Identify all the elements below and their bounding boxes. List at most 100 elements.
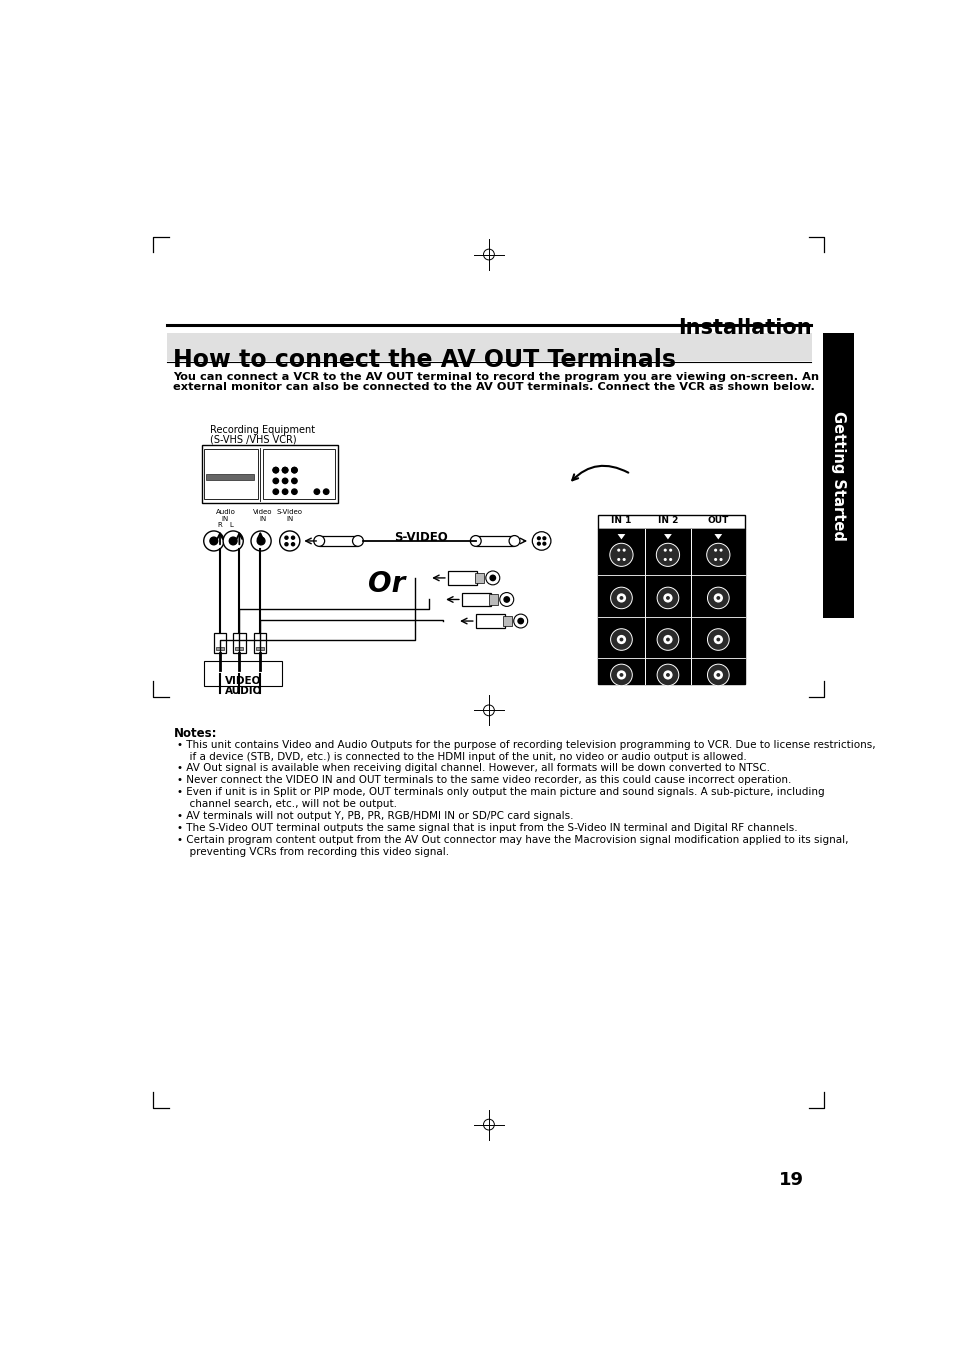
FancyBboxPatch shape <box>447 571 476 585</box>
Text: S-VIDEO: S-VIDEO <box>564 550 596 559</box>
Circle shape <box>618 638 622 642</box>
Circle shape <box>513 615 527 628</box>
FancyBboxPatch shape <box>475 573 484 584</box>
Circle shape <box>282 467 288 473</box>
Text: IN: IN <box>221 516 229 521</box>
Text: • Even if unit is in Split or PIP mode, OUT terminals only output the main pictu: • Even if unit is in Split or PIP mode, … <box>177 788 824 797</box>
Circle shape <box>707 588 728 609</box>
Circle shape <box>251 531 271 551</box>
Circle shape <box>713 593 722 603</box>
Text: • This unit contains Video and Audio Outputs for the purpose of recording televi: • This unit contains Video and Audio Out… <box>177 739 875 750</box>
Text: • Certain program content output from the AV Out connector may have the Macrovis: • Certain program content output from th… <box>177 835 848 846</box>
FancyBboxPatch shape <box>476 615 505 628</box>
Circle shape <box>618 673 622 677</box>
Text: if a device (STB, DVD, etc.) is connected to the HDMI input of the unit, no vide: if a device (STB, DVD, etc.) is connecte… <box>183 751 746 762</box>
Text: • AV terminals will not output Y, PB, PR, RGB/HDMI IN or SD/PC card signals.: • AV terminals will not output Y, PB, PR… <box>177 811 574 821</box>
Circle shape <box>610 628 632 650</box>
Circle shape <box>610 665 632 686</box>
Circle shape <box>257 538 265 544</box>
Text: Installation: Installation <box>677 317 810 338</box>
Circle shape <box>707 665 728 686</box>
Circle shape <box>282 467 288 473</box>
Circle shape <box>323 489 329 494</box>
Circle shape <box>665 673 669 677</box>
Text: Audio: Audio <box>215 509 235 515</box>
Circle shape <box>706 543 729 566</box>
Circle shape <box>470 535 480 546</box>
Circle shape <box>314 489 319 494</box>
Circle shape <box>282 478 288 484</box>
Text: You can connect a VCR to the AV OUT terminal to record the program you are viewi: You can connect a VCR to the AV OUT term… <box>173 372 819 381</box>
FancyBboxPatch shape <box>461 593 491 607</box>
Circle shape <box>713 670 722 680</box>
Circle shape <box>499 593 513 607</box>
Text: IN: IN <box>258 516 266 521</box>
Polygon shape <box>663 534 671 539</box>
Text: Notes:: Notes: <box>173 727 216 740</box>
Circle shape <box>622 549 625 551</box>
Text: Or: Or <box>368 570 405 598</box>
Circle shape <box>663 549 666 551</box>
Circle shape <box>229 538 236 544</box>
Text: (S-VHS /VHS VCR): (S-VHS /VHS VCR) <box>210 435 296 444</box>
Text: 19: 19 <box>778 1171 802 1189</box>
Circle shape <box>273 478 278 484</box>
Circle shape <box>537 542 539 544</box>
Circle shape <box>537 536 539 539</box>
Text: • Never connect the VIDEO IN and OUT terminals to the same video recorder, as th: • Never connect the VIDEO IN and OUT ter… <box>177 775 791 785</box>
Polygon shape <box>714 534 721 539</box>
Circle shape <box>618 596 622 600</box>
FancyBboxPatch shape <box>202 446 337 503</box>
FancyBboxPatch shape <box>822 334 853 617</box>
Circle shape <box>668 558 672 561</box>
Circle shape <box>713 558 717 561</box>
Circle shape <box>719 549 721 551</box>
Text: IN 1: IN 1 <box>611 516 631 524</box>
Circle shape <box>662 593 672 603</box>
Circle shape <box>657 665 679 686</box>
Circle shape <box>657 588 679 609</box>
Text: S-Video: S-Video <box>276 509 302 515</box>
Circle shape <box>292 489 296 494</box>
Circle shape <box>662 635 672 644</box>
FancyBboxPatch shape <box>167 334 811 361</box>
Text: IN 2: IN 2 <box>657 516 678 524</box>
Circle shape <box>285 543 288 546</box>
FancyBboxPatch shape <box>488 594 497 605</box>
Circle shape <box>716 673 720 677</box>
Circle shape <box>292 478 296 484</box>
Circle shape <box>657 628 679 650</box>
Circle shape <box>609 543 633 566</box>
Text: Getting Started: Getting Started <box>830 411 845 540</box>
Polygon shape <box>617 534 624 539</box>
Circle shape <box>713 549 717 551</box>
FancyBboxPatch shape <box>598 528 744 684</box>
FancyBboxPatch shape <box>206 474 253 480</box>
Circle shape <box>665 638 669 642</box>
Circle shape <box>490 576 495 581</box>
FancyBboxPatch shape <box>204 450 257 500</box>
Circle shape <box>485 571 499 585</box>
Circle shape <box>662 670 672 680</box>
Circle shape <box>716 638 720 642</box>
Text: S-VIDEO: S-VIDEO <box>395 531 448 544</box>
Circle shape <box>292 467 296 473</box>
Text: VIDEO: VIDEO <box>225 677 261 686</box>
Text: L: L <box>230 521 233 528</box>
FancyBboxPatch shape <box>253 634 266 654</box>
Circle shape <box>622 558 625 561</box>
Circle shape <box>285 536 288 539</box>
Circle shape <box>617 635 625 644</box>
FancyBboxPatch shape <box>598 515 744 528</box>
Circle shape <box>223 531 243 551</box>
Circle shape <box>719 558 721 561</box>
Circle shape <box>503 597 509 603</box>
Circle shape <box>292 536 294 539</box>
Circle shape <box>314 535 324 546</box>
Circle shape <box>273 467 278 473</box>
Circle shape <box>665 596 669 600</box>
Circle shape <box>716 596 720 600</box>
Text: Recording Equipment: Recording Equipment <box>210 426 314 435</box>
FancyBboxPatch shape <box>233 634 245 654</box>
FancyBboxPatch shape <box>213 634 226 654</box>
